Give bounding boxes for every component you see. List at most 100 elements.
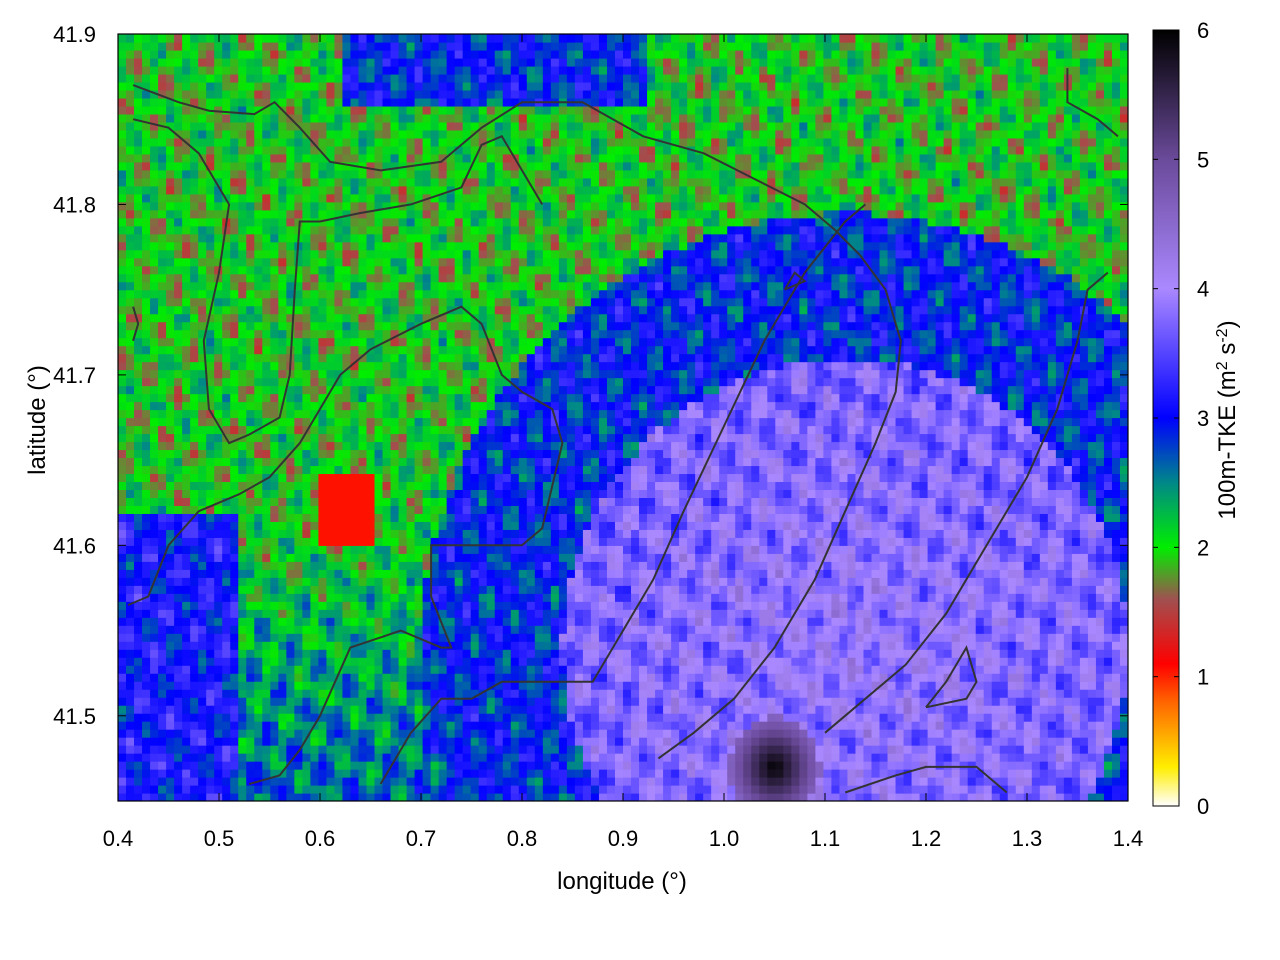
heatmap-cell xyxy=(991,649,1001,658)
heatmap-cell xyxy=(254,721,263,730)
heatmap-cell xyxy=(871,577,881,586)
heatmap-cell xyxy=(1015,705,1025,714)
heatmap-cell xyxy=(278,529,287,538)
heatmap-cell xyxy=(647,793,656,801)
heatmap-cell xyxy=(871,753,881,762)
heatmap-cell xyxy=(390,633,400,642)
heatmap-cell xyxy=(222,545,231,554)
heatmap-cell xyxy=(350,521,360,530)
heatmap-cell xyxy=(1031,593,1041,602)
heatmap-cell xyxy=(1103,721,1113,730)
heatmap-cell xyxy=(751,737,760,746)
heatmap-cell xyxy=(751,697,760,706)
heatmap-cell xyxy=(390,545,400,554)
heatmap-cell xyxy=(438,617,448,626)
heatmap-cell xyxy=(631,545,640,554)
heatmap-cell xyxy=(358,577,368,586)
heatmap-cell xyxy=(1071,697,1081,706)
heatmap-cell xyxy=(358,657,368,666)
heatmap-cell xyxy=(783,657,792,666)
heatmap-cell xyxy=(831,729,841,738)
heatmap-cell xyxy=(182,497,191,506)
heatmap-cell xyxy=(943,609,953,618)
heatmap-cell xyxy=(1047,545,1057,554)
heatmap-cell xyxy=(366,665,376,674)
heatmap-cell xyxy=(759,545,768,554)
heatmap-cell xyxy=(566,625,576,634)
heatmap-cell xyxy=(534,489,544,498)
heatmap-cell xyxy=(775,673,784,682)
heatmap-cell xyxy=(206,753,215,762)
heatmap-cell xyxy=(230,769,239,778)
heatmap-cell xyxy=(318,777,328,786)
heatmap-cell xyxy=(655,577,664,586)
heatmap-cell xyxy=(655,649,664,658)
heatmap-cell xyxy=(438,793,448,801)
heatmap-cell xyxy=(1023,697,1033,706)
heatmap-cell xyxy=(478,609,488,618)
heatmap-cell xyxy=(478,625,488,634)
heatmap-cell xyxy=(534,521,544,530)
heatmap-cell xyxy=(286,521,295,530)
heatmap-cell xyxy=(743,697,752,706)
heatmap-cell xyxy=(807,513,816,522)
heatmap-cell xyxy=(1047,553,1057,562)
heatmap-cell xyxy=(182,529,191,538)
heatmap-cell xyxy=(1047,761,1057,770)
heatmap-cell xyxy=(719,649,728,658)
heatmap-cell xyxy=(1063,529,1073,538)
heatmap-cell xyxy=(158,761,167,770)
heatmap-cell xyxy=(310,633,319,642)
heatmap-cell xyxy=(510,793,520,801)
heatmap-cell xyxy=(831,761,841,770)
heatmap-cell xyxy=(935,729,945,738)
heatmap-cell xyxy=(799,729,808,738)
heatmap-cell xyxy=(550,513,560,522)
heatmap-cell xyxy=(1087,753,1097,762)
heatmap-cell xyxy=(991,745,1001,754)
heatmap-cell xyxy=(510,585,520,594)
heatmap-cell xyxy=(382,561,392,570)
heatmap-cell xyxy=(783,561,792,570)
heatmap-cell xyxy=(999,649,1009,658)
heatmap-cell xyxy=(919,497,929,506)
heatmap-cell xyxy=(174,617,183,626)
heatmap-cell xyxy=(687,785,696,794)
heatmap-cell xyxy=(358,553,368,562)
heatmap-cell xyxy=(831,641,841,650)
heatmap-cell xyxy=(1007,689,1017,698)
heatmap-cell xyxy=(550,537,560,546)
heatmap-cell xyxy=(719,705,728,714)
heatmap-cell xyxy=(142,633,151,642)
heatmap-cell xyxy=(606,793,616,801)
heatmap-cell xyxy=(590,553,600,562)
heatmap-cell xyxy=(486,561,496,570)
heatmap-cell xyxy=(262,521,271,530)
heatmap-cell xyxy=(510,745,520,754)
heatmap-cell xyxy=(791,513,800,522)
heatmap-cell xyxy=(246,681,255,690)
heatmap-cell xyxy=(126,697,135,706)
heatmap-cell xyxy=(815,753,824,762)
heatmap-cell xyxy=(318,601,328,610)
heatmap-cell xyxy=(294,529,303,538)
heatmap-cell xyxy=(462,497,472,506)
heatmap-cell xyxy=(414,601,424,610)
heatmap-cell xyxy=(558,529,568,538)
heatmap-cell xyxy=(222,489,231,498)
heatmap-cell xyxy=(775,641,784,650)
heatmap-cell xyxy=(206,545,215,554)
heatmap-cell xyxy=(943,745,953,754)
heatmap-cell xyxy=(727,561,736,570)
heatmap-cell xyxy=(606,737,616,746)
heatmap-cell xyxy=(783,617,792,626)
heatmap-cell xyxy=(1111,745,1121,754)
heatmap-cell xyxy=(647,777,656,786)
heatmap-cell xyxy=(294,497,303,506)
heatmap-cell xyxy=(134,657,143,666)
heatmap-cell xyxy=(751,681,760,690)
heatmap-cell xyxy=(999,713,1009,722)
heatmap-cell xyxy=(510,641,520,650)
heatmap-cell xyxy=(134,721,143,730)
heatmap-cell xyxy=(262,737,271,746)
